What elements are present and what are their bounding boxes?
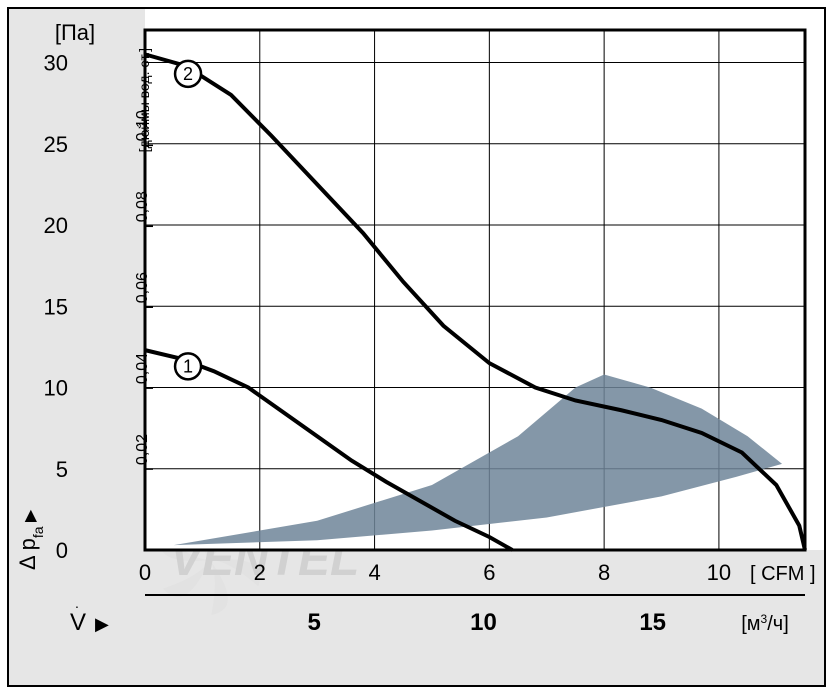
y-tick: 5 bbox=[56, 457, 68, 482]
x-cfm-tick: 10 bbox=[707, 560, 731, 585]
x-cfm-unit: [ CFM ] bbox=[750, 563, 816, 585]
x-cfm-tick: 4 bbox=[368, 560, 380, 585]
y-tick: 0 bbox=[56, 538, 68, 563]
bottom-margin bbox=[8, 550, 825, 686]
y2-tick-label: 0,08 bbox=[134, 191, 151, 222]
y-tick: 10 bbox=[44, 376, 68, 401]
y-tick: 15 bbox=[44, 294, 68, 319]
curve-1-label: 1 bbox=[183, 356, 193, 376]
x-cfm-tick: 6 bbox=[483, 560, 495, 585]
x-m3h-tick: 10 bbox=[470, 609, 497, 636]
vdot-dot: . bbox=[75, 595, 79, 611]
x-cfm-tick: 0 bbox=[139, 560, 151, 585]
vdot-arrow: ▶ bbox=[95, 614, 109, 634]
y2-tick-label: 0,06 bbox=[134, 272, 151, 303]
x-cfm-tick: 2 bbox=[254, 560, 266, 585]
x-m3h-tick: 5 bbox=[308, 609, 321, 636]
y2-tick-label: 0,02 bbox=[134, 434, 151, 465]
y-unit-pa: [Па] bbox=[55, 20, 95, 45]
chart-container: VENTEL12051015202530[Па]0,020,040,060,08… bbox=[0, 0, 833, 694]
vdot-label: V bbox=[70, 609, 86, 636]
curve-2-label: 2 bbox=[183, 64, 193, 84]
y-tick: 20 bbox=[44, 213, 68, 238]
y-tick: 30 bbox=[44, 51, 68, 76]
x-m3h-tick: 15 bbox=[639, 609, 666, 636]
fan-curve-chart: VENTEL12051015202530[Па]0,020,040,060,08… bbox=[0, 0, 833, 694]
x-cfm-tick: 8 bbox=[598, 560, 610, 585]
y2-unit: [дюймы вод. ст.] bbox=[136, 48, 152, 152]
y2-tick-label: 0,04 bbox=[134, 353, 151, 384]
y-tick: 25 bbox=[44, 132, 68, 157]
